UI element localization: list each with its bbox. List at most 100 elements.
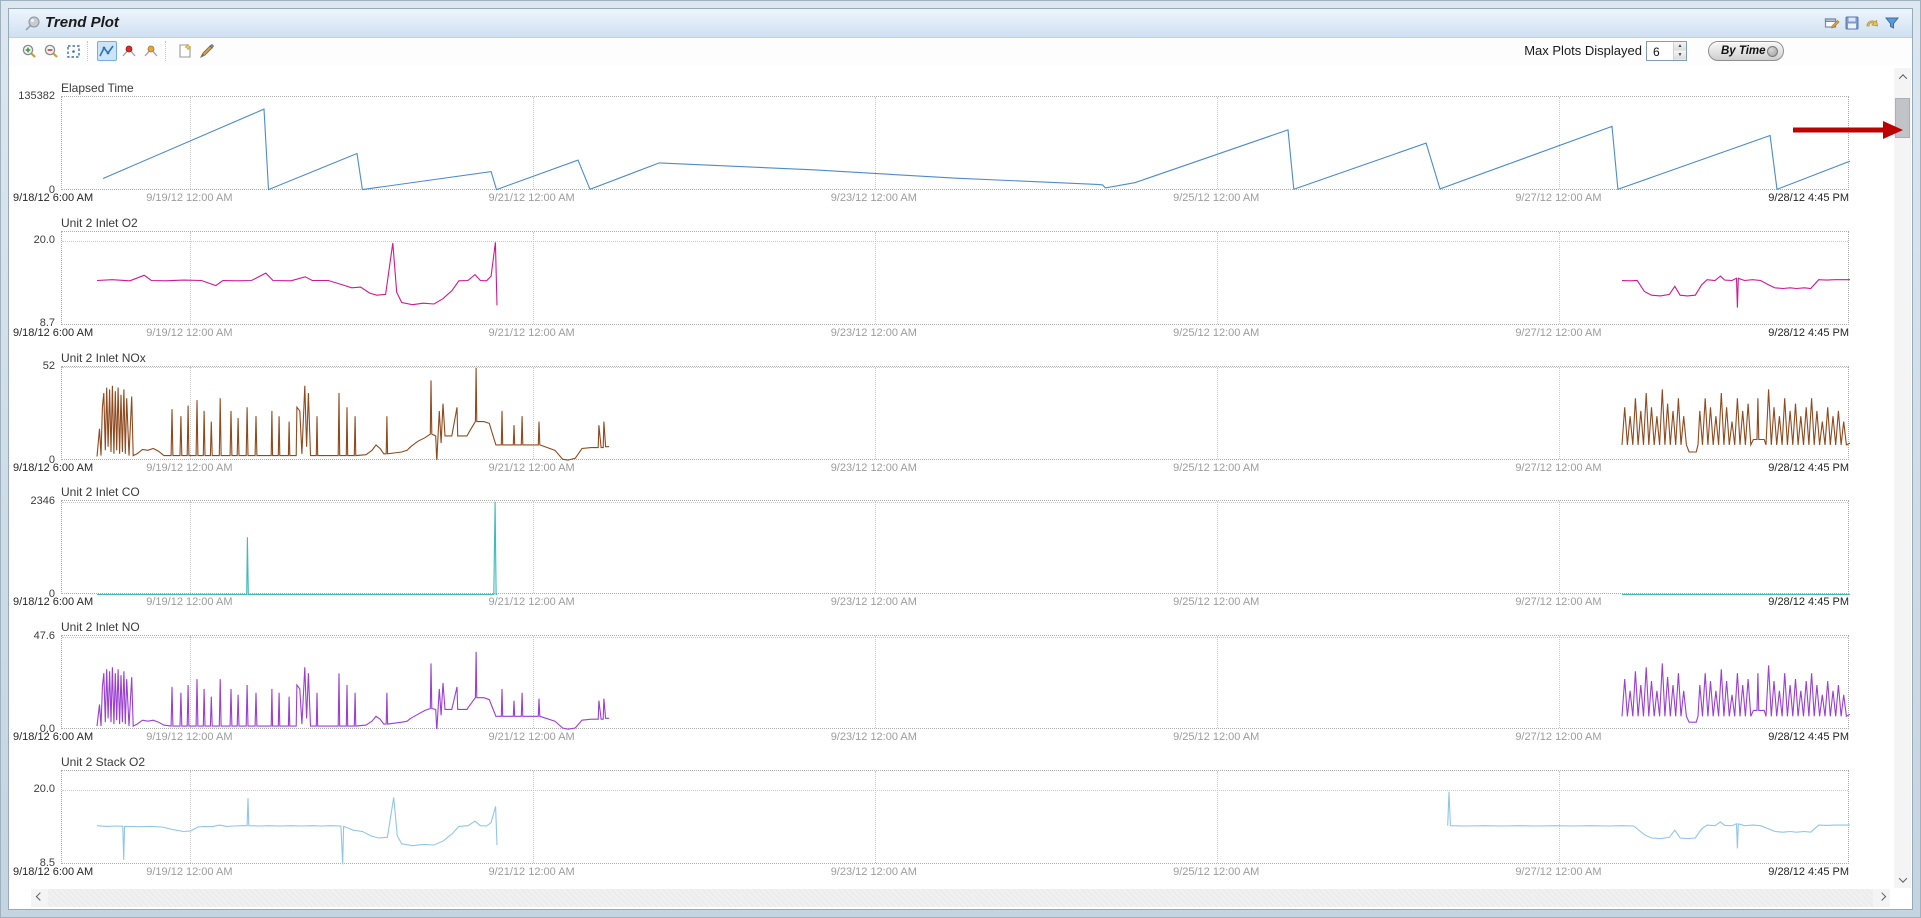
pin-icon [21, 13, 43, 40]
note-icon[interactable] [175, 41, 195, 61]
plot-region[interactable] [61, 96, 1850, 191]
x-axis-label: 9/18/12 6:00 AM [13, 192, 94, 204]
vertical-gridline [1217, 501, 1219, 594]
chart-block: Unit 2 Inlet NOx 52 0 9/18/12 6:00 AM 9/19/1… [9, 351, 1906, 485]
plot-region[interactable] [61, 635, 1850, 730]
x-axis-label: 9/19/12 12:00 AM [146, 461, 233, 474]
chevron-right-icon [1877, 892, 1886, 901]
x-axis-label: 9/25/12 12:00 AM [1173, 866, 1260, 878]
vertical-gridline [190, 231, 192, 324]
x-axis-label: 9/25/12 12:00 AM [1173, 596, 1260, 609]
vertical-gridline [532, 366, 534, 459]
horizontal-gridline [62, 367, 1848, 369]
chart-block: Unit 2 Inlet CO 2346 0 9/18/12 6:00 AM 9/19/… [9, 485, 1906, 619]
zoom-out-icon[interactable] [41, 41, 61, 61]
x-axis-label: 9/21/12 12:00 AM [488, 866, 575, 878]
plot-region[interactable] [61, 230, 1850, 325]
plot-region[interactable] [61, 770, 1850, 865]
max-plots-value: 6 [1653, 45, 1660, 59]
series-line [96, 367, 1850, 461]
scroll-up-button[interactable] [1894, 68, 1911, 85]
x-axis-label: 9/23/12 12:00 AM [830, 192, 917, 204]
max-plots-spinner[interactable]: 6 ▲ ▼ [1646, 41, 1687, 61]
toolbar: Max Plots Displayed 6 ▲ ▼ By Time [9, 38, 1912, 66]
x-axis-label: 9/28/12 4:45 PM [1768, 192, 1849, 204]
series-line [96, 791, 1850, 865]
vertical-gridline [190, 501, 192, 594]
horizontal-gridline [62, 636, 1848, 638]
x-axis-label: 9/25/12 12:00 AM [1173, 326, 1260, 339]
undo-icon[interactable] [1863, 14, 1880, 31]
vertical-gridline [1559, 97, 1561, 189]
chart-block: Unit 2 Inlet O2 20.0 8.7 9/18/12 6:00 AM 9/1… [9, 216, 1906, 350]
save-icon[interactable] [1843, 14, 1860, 31]
vertical-gridline [874, 366, 876, 459]
x-axis-label: 9/23/12 12:00 AM [830, 731, 917, 744]
vertical-gridline [1217, 771, 1219, 863]
max-plots-label: Max Plots Displayed [1524, 43, 1642, 58]
vertical-gridline [190, 771, 192, 863]
x-axis-label: 9/21/12 12:00 AM [488, 596, 575, 609]
series-line [96, 242, 1850, 308]
x-axis-label: 9/25/12 12:00 AM [1173, 192, 1260, 204]
spinner-up-button[interactable]: ▲ [1674, 42, 1686, 51]
x-axis-label: 9/28/12 4:45 PM [1768, 866, 1849, 878]
spinner-down-button[interactable]: ▼ [1674, 51, 1686, 60]
vertical-gridline [1559, 636, 1561, 729]
y-axis-label-ymax: 20.0 [33, 233, 55, 246]
y-axis-label-ymax: 2346 [30, 494, 55, 507]
x-axis-label: 9/27/12 12:00 AM [1515, 866, 1602, 878]
scroll-down-button[interactable] [1894, 871, 1911, 888]
x-axis-label: 9/19/12 12:00 AM [146, 596, 233, 609]
horizontal-scrollbar[interactable] [31, 889, 1890, 907]
x-axis-label: 9/25/12 12:00 AM [1173, 461, 1260, 474]
y-axis-label-ymax: 47.6 [33, 629, 55, 642]
vertical-gridline [874, 771, 876, 863]
x-axis-label: 9/18/12 6:00 AM [13, 461, 94, 474]
line-plot-icon[interactable] [97, 41, 117, 61]
y-axis-label-ymax: 135382 [18, 90, 55, 102]
x-axis-label: 9/19/12 12:00 AM [146, 326, 233, 339]
x-axis-label: 9/21/12 12:00 AM [488, 461, 575, 474]
by-time-toggle[interactable]: By Time [1708, 41, 1784, 61]
chart-title: Unit 2 Inlet NO [61, 620, 140, 635]
plot-region[interactable] [61, 500, 1850, 596]
vertical-gridline [874, 501, 876, 594]
horizontal-gridline [62, 501, 1848, 503]
chevron-up-icon [1898, 73, 1907, 83]
scroll-right-button[interactable] [1873, 889, 1890, 907]
zoom-extents-icon[interactable] [63, 41, 83, 61]
marker-orange-icon[interactable] [141, 41, 161, 61]
series-line [102, 108, 1850, 191]
chevron-left-icon [35, 892, 44, 901]
zoom-in-icon[interactable] [19, 41, 39, 61]
vertical-scrollbar-thumb[interactable] [1895, 98, 1910, 138]
export-icon[interactable] [1823, 14, 1840, 31]
by-time-label: By Time [1721, 45, 1766, 57]
pen-icon[interactable] [197, 41, 217, 61]
x-axis-label: 9/28/12 4:45 PM [1768, 461, 1849, 474]
x-axis-label: 9/19/12 12:00 AM [146, 192, 233, 204]
marker-red-icon[interactable] [119, 41, 139, 61]
vertical-gridline [1559, 771, 1561, 863]
y-axis-label-ymax: 52 [42, 360, 55, 373]
plot-region[interactable] [61, 365, 1850, 461]
vertical-gridline [1559, 231, 1561, 324]
series-line [97, 501, 1850, 596]
scroll-left-button[interactable] [31, 889, 48, 907]
x-axis-label: 9/21/12 12:00 AM [488, 192, 575, 204]
series-line [96, 651, 1850, 730]
vertical-gridline [1217, 231, 1219, 324]
vertical-gridline [532, 231, 534, 324]
x-axis-label: 9/19/12 12:00 AM [146, 866, 233, 878]
vertical-scrollbar[interactable] [1894, 68, 1911, 888]
chart-block: Elapsed Time 135382 0 9/18/12 6:00 AM 9/19/1… [9, 81, 1906, 215]
x-axis-label: 9/21/12 12:00 AM [488, 731, 575, 744]
chart-title: Unit 2 Stack O2 [61, 755, 146, 769]
filter-icon[interactable] [1883, 14, 1900, 31]
vertical-gridline [532, 636, 534, 729]
x-axis-label: 9/23/12 12:00 AM [830, 866, 917, 878]
x-axis-label: 9/27/12 12:00 AM [1515, 596, 1602, 609]
chart-title: Unit 2 Inlet O2 [61, 215, 138, 230]
